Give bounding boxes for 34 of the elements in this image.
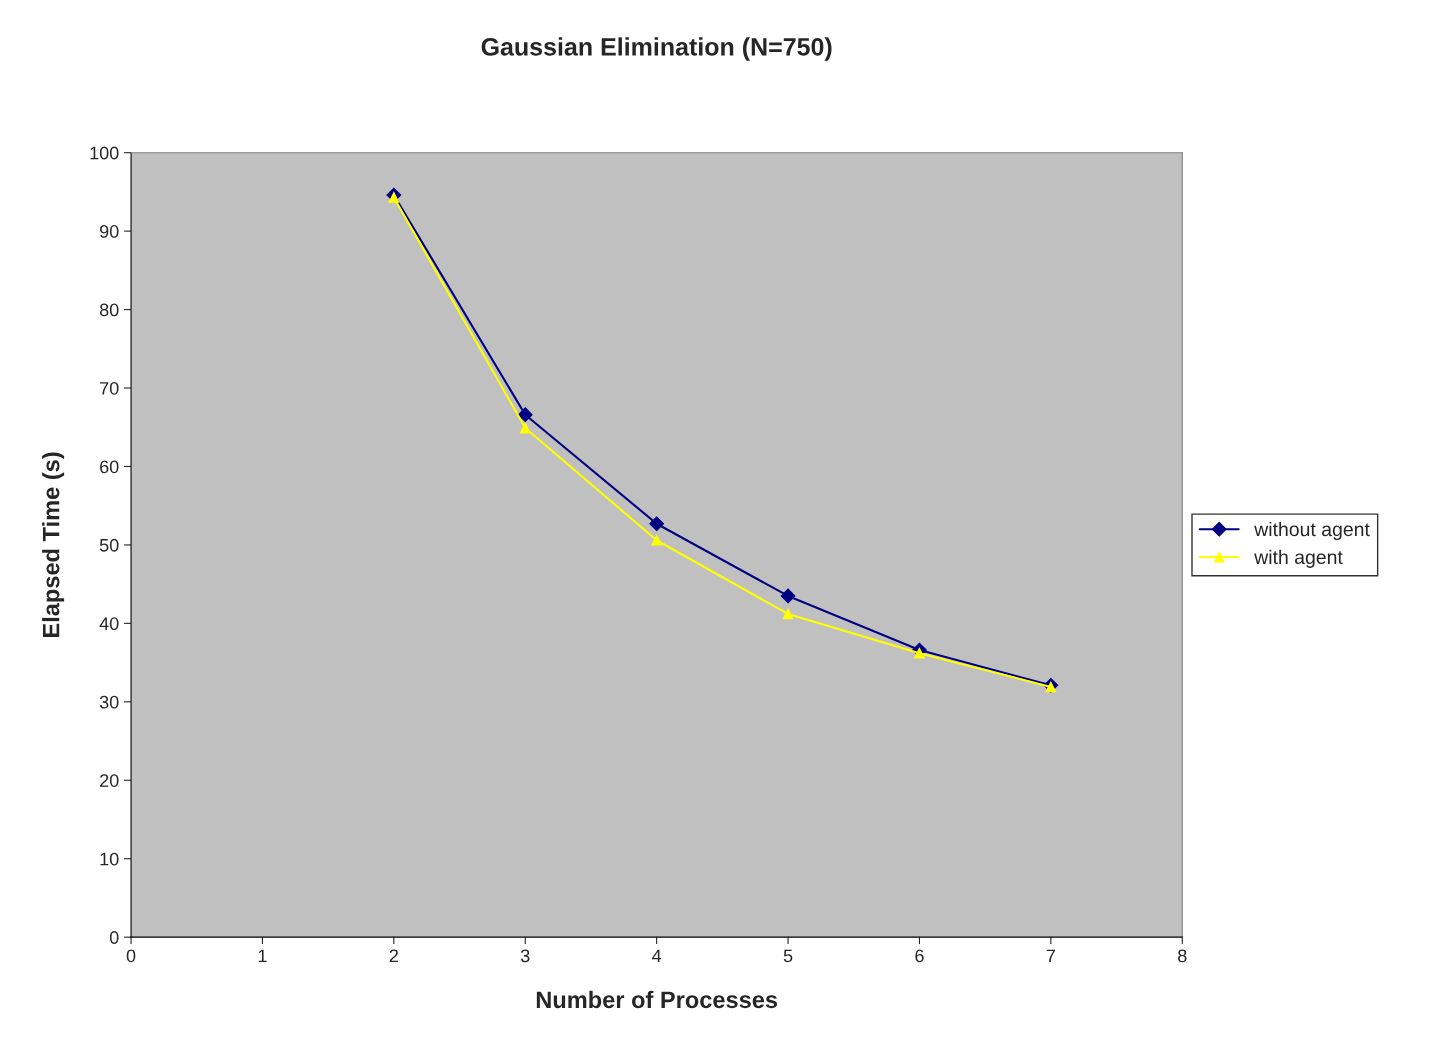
point: [388, 192, 400, 203]
chart-title: Gaussian Elimination (N=750): [481, 37, 832, 61]
x-tick-label: 4: [652, 949, 662, 963]
point: [1045, 681, 1057, 693]
y-tick-label: 30: [99, 695, 119, 709]
x-tick-label: 3: [520, 949, 530, 963]
point: [782, 608, 794, 620]
y-tick-label: 40: [99, 617, 119, 631]
point: [914, 647, 925, 659]
legend-label: without agent: [1254, 521, 1370, 541]
y-tick-label: 50: [99, 538, 119, 552]
y-tick-label: 10: [100, 852, 119, 866]
x-tick-label: 7: [1046, 949, 1055, 963]
x-tick-label: 6: [915, 949, 924, 963]
y-tick-label: 70: [100, 381, 119, 395]
y-tick-label: 100: [90, 146, 119, 160]
legend-label: with agent: [1254, 549, 1343, 568]
x-tick-label: 2: [389, 949, 398, 963]
y-axis-title: Elapsed Time (s): [42, 452, 65, 637]
y-tick-label: 20: [100, 774, 119, 787]
x-tick-label: 1: [258, 949, 267, 963]
y-tick-label: 80: [99, 303, 119, 317]
y-tick-label: 0: [109, 931, 119, 944]
point: [649, 516, 665, 532]
x-axis-title: Number of Processes: [536, 990, 778, 1009]
point: [517, 407, 533, 423]
x-tick-label: 0: [126, 949, 136, 963]
point: [651, 534, 663, 546]
point: [780, 588, 796, 604]
x-tick-label: 5: [783, 949, 793, 963]
y-tick-label: 60: [100, 460, 119, 474]
x-tick-label: 8: [1178, 949, 1187, 963]
point: [519, 422, 531, 434]
y-tick-label: 90: [100, 225, 119, 238]
